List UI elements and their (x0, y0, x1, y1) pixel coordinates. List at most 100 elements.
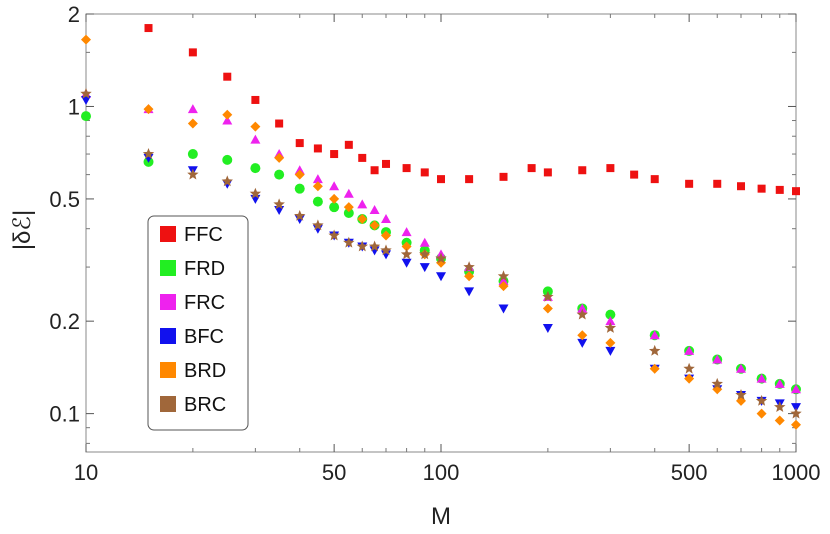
point-frd (222, 154, 233, 165)
point-brd (684, 373, 695, 384)
point-brd (649, 363, 660, 374)
point-ffc (630, 170, 639, 179)
point-brd (343, 202, 354, 213)
point-ffc (543, 168, 552, 177)
legend-label-brc: BRC (184, 394, 226, 416)
legend-swatch-ffc (160, 226, 176, 242)
series-brc (80, 87, 802, 419)
point-ffc (527, 164, 536, 173)
point-frc (401, 227, 412, 237)
point-brc (380, 244, 392, 256)
y-tick-label: 0.1 (49, 402, 80, 427)
x-tick-label: 10 (74, 460, 98, 485)
point-brc (221, 175, 233, 187)
point-brc (249, 187, 262, 199)
y-tick-label: 2 (68, 2, 80, 27)
legend: FFC FRD FRC BFC BRD BRC (147, 215, 249, 431)
point-frd (329, 202, 340, 213)
legend-swatch-frd (160, 260, 176, 276)
x-tick-label: 50 (322, 460, 346, 485)
point-frc (791, 384, 801, 394)
legend-label-ffc: FFC (184, 224, 223, 246)
x-tick-label: 1000 (772, 460, 821, 485)
point-frc (498, 276, 509, 286)
point-frc (312, 174, 323, 184)
point-ffc (382, 159, 391, 168)
legend-swatch-bfc (160, 328, 176, 344)
point-bfc (605, 346, 616, 356)
point-brc (142, 148, 155, 159)
point-ffc (313, 144, 322, 153)
point-brc (368, 240, 381, 252)
point-brd (143, 104, 154, 115)
point-ffc (437, 175, 445, 184)
point-ffc (713, 179, 722, 188)
point-bfc (577, 338, 588, 348)
point-brd (577, 330, 588, 341)
point-ffc (420, 168, 429, 177)
point-ffc (606, 164, 615, 173)
point-frd (343, 207, 354, 218)
point-frd (187, 149, 198, 160)
x-tick-label: 100 (423, 460, 460, 485)
point-ffc (223, 72, 232, 81)
point-frd (250, 163, 261, 174)
point-ffc (295, 139, 304, 148)
point-brc (356, 240, 368, 252)
point-frd (605, 309, 616, 320)
legend-label-bfc: BFC (184, 326, 224, 348)
point-frc (369, 205, 380, 215)
point-frc (736, 363, 747, 373)
point-ffc (465, 175, 474, 184)
point-brd (187, 118, 198, 129)
point-ffc (251, 95, 260, 104)
point-ffc (358, 153, 367, 162)
point-brc (497, 270, 510, 282)
point-bfc (401, 258, 412, 268)
point-brc (463, 261, 475, 272)
y-axis: 0.1 0.2 0.5 1 2 (49, 2, 796, 444)
point-ffc (792, 187, 800, 196)
point-ffc (737, 182, 746, 191)
point-brc (735, 389, 747, 400)
point-brd (357, 214, 368, 225)
point-brd (81, 34, 91, 45)
point-brd (312, 181, 323, 192)
legend-label-frd: FRD (184, 258, 225, 280)
point-brc (542, 290, 554, 302)
point-frc (250, 134, 261, 144)
legend-swatch-frc (160, 294, 176, 310)
point-brc (294, 210, 306, 221)
data-series (80, 24, 802, 430)
point-frd (312, 196, 323, 207)
x-axis-title: M (431, 503, 451, 530)
point-brc (649, 344, 661, 356)
point-brd (605, 337, 616, 348)
point-ffc (344, 140, 353, 149)
point-brc (419, 248, 431, 260)
point-brc (604, 322, 617, 333)
point-bfc (498, 304, 509, 314)
point-frc (684, 345, 695, 355)
point-frd (294, 183, 305, 194)
point-brd (274, 152, 285, 163)
point-bfc (436, 272, 446, 282)
x-axis: 10 50 100 500 1000 (74, 14, 821, 485)
point-brd (401, 241, 412, 252)
point-frc (343, 188, 354, 198)
point-ffc (775, 185, 784, 194)
point-brd (369, 220, 380, 231)
x-tick-label: 500 (671, 460, 708, 485)
point-bfc (81, 95, 91, 105)
legend-swatch-brc (160, 396, 176, 412)
point-brc (790, 407, 802, 419)
point-ffc (144, 24, 153, 33)
point-brc (80, 87, 92, 99)
point-brc (576, 308, 588, 320)
point-ffc (685, 179, 694, 188)
point-frc (605, 316, 616, 326)
point-frc (329, 181, 340, 191)
point-brc (755, 394, 768, 406)
y-axis-title: |δℰ| (9, 210, 36, 250)
point-ffc (188, 48, 197, 57)
